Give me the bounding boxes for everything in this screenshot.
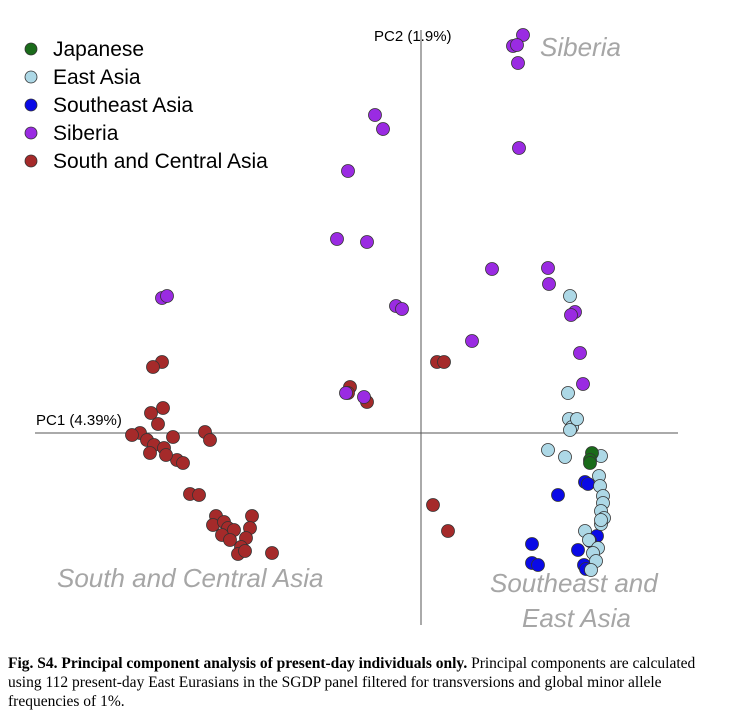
legend-label: East Asia bbox=[53, 66, 141, 89]
annotation-south-central-asia: South and Central Asia bbox=[57, 563, 323, 593]
point-east-asia bbox=[570, 412, 584, 426]
point-east-asia bbox=[594, 513, 608, 527]
point-siberia bbox=[330, 232, 344, 246]
legend-marker bbox=[24, 126, 38, 140]
point-siberia bbox=[516, 28, 530, 42]
point-south-and-central-asia bbox=[245, 509, 259, 523]
point-south-and-central-asia bbox=[437, 355, 451, 369]
caption-text: Principal components are calculated usin… bbox=[8, 655, 696, 710]
point-siberia bbox=[576, 377, 590, 391]
annotation-east-asia: East Asia bbox=[522, 603, 631, 633]
point-siberia bbox=[512, 141, 526, 155]
legend-label: Japanese bbox=[53, 38, 144, 61]
point-southeast-asia bbox=[525, 537, 539, 551]
point-east-asia bbox=[582, 533, 596, 547]
annotation-southeast-and: Southeast and bbox=[490, 568, 659, 598]
pc1-axis-label: PC1 (4.39%) bbox=[36, 412, 122, 429]
point-south-and-central-asia bbox=[441, 524, 455, 538]
point-south-and-central-asia bbox=[143, 446, 157, 460]
point-south-and-central-asia bbox=[125, 428, 139, 442]
point-southeast-asia bbox=[531, 558, 545, 572]
point-east-asia bbox=[541, 443, 555, 457]
point-japanese bbox=[583, 456, 597, 470]
point-siberia bbox=[573, 346, 587, 360]
point-south-and-central-asia bbox=[156, 401, 170, 415]
point-south-and-central-asia bbox=[166, 430, 180, 444]
point-siberia bbox=[395, 302, 409, 316]
point-southeast-asia bbox=[571, 543, 585, 557]
point-south-and-central-asia bbox=[265, 546, 279, 560]
point-east-asia bbox=[563, 289, 577, 303]
point-south-and-central-asia bbox=[176, 456, 190, 470]
annotation-siberia: Siberia bbox=[540, 32, 621, 62]
legend-marker bbox=[24, 98, 38, 112]
point-south-and-central-asia bbox=[203, 433, 217, 447]
point-south-and-central-asia bbox=[192, 488, 206, 502]
legend-label: Southeast Asia bbox=[53, 94, 193, 117]
legend-marker bbox=[24, 154, 38, 168]
point-siberia bbox=[368, 108, 382, 122]
pca-scatter-plot: PC1 (4.39%) PC2 (1.9%) Siberia South and… bbox=[24, 28, 678, 633]
point-southeast-asia bbox=[551, 488, 565, 502]
point-siberia bbox=[357, 390, 371, 404]
point-siberia bbox=[564, 308, 578, 322]
point-south-and-central-asia bbox=[146, 360, 160, 374]
point-southeast-asia bbox=[581, 477, 595, 491]
point-south-and-central-asia bbox=[426, 498, 440, 512]
point-siberia bbox=[376, 122, 390, 136]
pc2-axis-label: PC2 (1.9%) bbox=[374, 28, 452, 45]
point-east-asia bbox=[561, 386, 575, 400]
legend-marker bbox=[24, 70, 38, 84]
point-east-asia bbox=[558, 450, 572, 464]
legend: Japanese East Asia Southeast Asia Siberia So… bbox=[24, 38, 268, 173]
point-siberia bbox=[160, 289, 174, 303]
data-points bbox=[125, 28, 611, 577]
legend-label: Siberia bbox=[53, 122, 119, 145]
caption-title: Fig. S4. Principal component analysis of… bbox=[8, 655, 468, 672]
figure-caption: Fig. S4. Principal component analysis of… bbox=[8, 654, 723, 711]
point-siberia bbox=[511, 56, 525, 70]
point-siberia bbox=[542, 277, 556, 291]
point-south-and-central-asia bbox=[151, 417, 165, 431]
legend-marker bbox=[24, 42, 38, 56]
point-siberia bbox=[341, 164, 355, 178]
point-siberia bbox=[465, 334, 479, 348]
point-south-and-central-asia bbox=[223, 533, 237, 547]
point-siberia bbox=[339, 386, 353, 400]
point-south-and-central-asia bbox=[144, 406, 158, 420]
point-east-asia bbox=[584, 563, 598, 577]
point-siberia bbox=[485, 262, 499, 276]
legend-label: South and Central Asia bbox=[53, 150, 268, 173]
point-siberia bbox=[510, 38, 524, 52]
point-south-and-central-asia bbox=[238, 544, 252, 558]
point-siberia bbox=[360, 235, 374, 249]
point-siberia bbox=[541, 261, 555, 275]
point-east-asia bbox=[563, 423, 577, 437]
point-south-and-central-asia bbox=[159, 448, 173, 462]
